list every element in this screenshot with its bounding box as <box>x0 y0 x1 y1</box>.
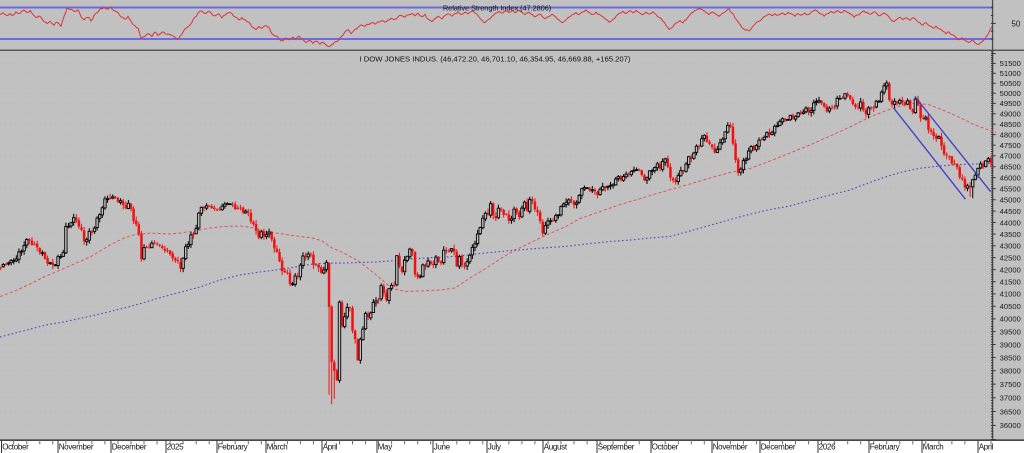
svg-text:June: June <box>434 443 451 452</box>
svg-text:2026: 2026 <box>819 443 836 452</box>
svg-text:50500: 50500 <box>1000 79 1021 88</box>
svg-text:47000: 47000 <box>1000 152 1021 161</box>
svg-text:48000: 48000 <box>1000 130 1021 139</box>
svg-text:I DOW JONES INDUS. (46,472.20,: I DOW JONES INDUS. (46,472.20, 46,701.10… <box>360 54 631 63</box>
svg-text:May: May <box>378 443 393 452</box>
svg-text:December: December <box>761 443 796 452</box>
svg-text:48500: 48500 <box>1000 120 1021 129</box>
svg-text:39500: 39500 <box>1000 327 1021 336</box>
svg-text:October: October <box>652 443 679 452</box>
svg-text:51000: 51000 <box>1000 69 1021 78</box>
svg-text:43500: 43500 <box>1000 230 1021 239</box>
svg-text:51500: 51500 <box>1000 59 1021 68</box>
svg-text:47500: 47500 <box>1000 141 1021 150</box>
svg-text:49000: 49000 <box>1000 110 1021 119</box>
svg-text:37000: 37000 <box>1000 394 1021 403</box>
svg-text:43000: 43000 <box>1000 242 1021 251</box>
svg-text:37500: 37500 <box>1000 380 1021 389</box>
svg-text:46500: 46500 <box>1000 163 1021 172</box>
svg-text:39000: 39000 <box>1000 340 1021 349</box>
svg-text:October: October <box>2 443 29 452</box>
svg-text:38000: 38000 <box>1000 367 1021 376</box>
svg-text:36500: 36500 <box>1000 407 1021 416</box>
svg-text:April: April <box>323 443 338 452</box>
svg-text:45500: 45500 <box>1000 184 1021 193</box>
svg-text:50000: 50000 <box>1000 89 1021 98</box>
svg-text:36000: 36000 <box>1000 421 1021 430</box>
svg-text:March: March <box>923 443 944 452</box>
svg-text:41500: 41500 <box>1000 278 1021 287</box>
svg-text:40000: 40000 <box>1000 315 1021 324</box>
svg-text:July: July <box>488 443 501 452</box>
svg-text:49500: 49500 <box>1000 99 1021 108</box>
svg-text:February: February <box>218 443 248 452</box>
svg-text:August: August <box>544 443 568 452</box>
svg-text:September: September <box>598 443 635 452</box>
svg-text:2025: 2025 <box>167 443 184 452</box>
svg-text:November: November <box>713 443 748 452</box>
svg-text:42500: 42500 <box>1000 253 1021 262</box>
svg-text:December: December <box>112 443 147 452</box>
svg-text:38500: 38500 <box>1000 353 1021 362</box>
svg-text:45000: 45000 <box>1000 196 1021 205</box>
svg-text:40500: 40500 <box>1000 302 1021 311</box>
svg-text:42000: 42000 <box>1000 265 1021 274</box>
svg-text:February: February <box>870 443 900 452</box>
svg-text:46000: 46000 <box>1000 173 1021 182</box>
svg-text:41000: 41000 <box>1000 290 1021 299</box>
svg-text:44000: 44000 <box>1000 218 1021 227</box>
svg-text:November: November <box>59 443 94 452</box>
svg-text:44500: 44500 <box>1000 207 1021 216</box>
svg-text:Relative Strength Index (47.28: Relative Strength Index (47.2806) <box>443 3 552 12</box>
svg-text:March: March <box>267 443 288 452</box>
svg-text:April: April <box>979 443 994 452</box>
svg-text:50: 50 <box>1011 19 1020 28</box>
